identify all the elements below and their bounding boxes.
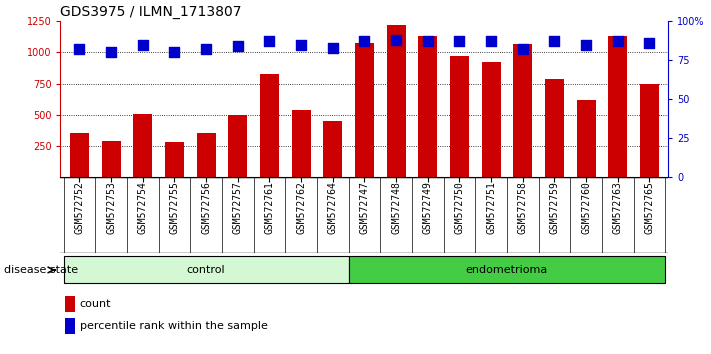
Point <box>517 46 528 52</box>
Point <box>264 39 275 44</box>
Point <box>486 39 497 44</box>
Bar <box>165 142 184 177</box>
Point <box>137 42 149 47</box>
Point <box>105 50 117 55</box>
Bar <box>65 296 75 312</box>
Text: GSM572763: GSM572763 <box>613 181 623 234</box>
Point <box>422 39 434 44</box>
Bar <box>196 133 215 177</box>
Text: GSM572757: GSM572757 <box>232 181 242 234</box>
Bar <box>608 36 627 177</box>
Point <box>580 42 592 47</box>
Bar <box>450 56 469 177</box>
Bar <box>102 141 121 177</box>
Text: GSM572750: GSM572750 <box>454 181 464 234</box>
Text: GSM572753: GSM572753 <box>106 181 116 234</box>
Bar <box>260 74 279 177</box>
Text: GSM572756: GSM572756 <box>201 181 211 234</box>
Bar <box>292 110 311 177</box>
Point <box>390 37 402 43</box>
Point <box>549 39 560 44</box>
Bar <box>355 43 374 177</box>
Point <box>232 43 243 49</box>
Bar <box>228 115 247 177</box>
Text: GSM572755: GSM572755 <box>169 181 179 234</box>
Text: GSM572748: GSM572748 <box>391 181 401 234</box>
Text: GSM572758: GSM572758 <box>518 181 528 234</box>
Text: GSM572761: GSM572761 <box>264 181 274 234</box>
Text: GSM572751: GSM572751 <box>486 181 496 234</box>
Text: GSM572749: GSM572749 <box>423 181 433 234</box>
Text: count: count <box>80 299 111 309</box>
Bar <box>418 36 437 177</box>
Point <box>201 46 212 52</box>
Text: disease state: disease state <box>4 265 77 275</box>
Bar <box>387 25 405 177</box>
Text: GSM572762: GSM572762 <box>296 181 306 234</box>
Text: GSM572747: GSM572747 <box>359 181 370 234</box>
Text: GSM572754: GSM572754 <box>138 181 148 234</box>
Bar <box>640 84 659 177</box>
Point <box>327 45 338 51</box>
Text: GSM572765: GSM572765 <box>644 181 654 234</box>
Text: control: control <box>187 265 225 275</box>
Bar <box>63 256 348 284</box>
Text: percentile rank within the sample: percentile rank within the sample <box>80 321 267 331</box>
Point <box>74 46 85 52</box>
Bar <box>348 256 665 284</box>
Text: GSM572764: GSM572764 <box>328 181 338 234</box>
Text: GSM572759: GSM572759 <box>550 181 560 234</box>
Point <box>358 39 370 44</box>
Bar <box>70 133 89 177</box>
Text: GDS3975 / ILMN_1713807: GDS3975 / ILMN_1713807 <box>60 5 242 19</box>
Point <box>295 42 306 47</box>
Text: GSM572752: GSM572752 <box>75 181 85 234</box>
Bar <box>481 62 501 177</box>
Bar <box>324 121 342 177</box>
Bar <box>577 101 596 177</box>
Point <box>454 39 465 44</box>
Bar <box>133 114 152 177</box>
Bar <box>513 44 533 177</box>
Text: endometrioma: endometrioma <box>466 265 548 275</box>
Bar <box>65 319 75 334</box>
Point <box>643 40 655 46</box>
Point <box>612 39 624 44</box>
Text: GSM572760: GSM572760 <box>581 181 591 234</box>
Point <box>169 50 180 55</box>
Bar <box>545 79 564 177</box>
